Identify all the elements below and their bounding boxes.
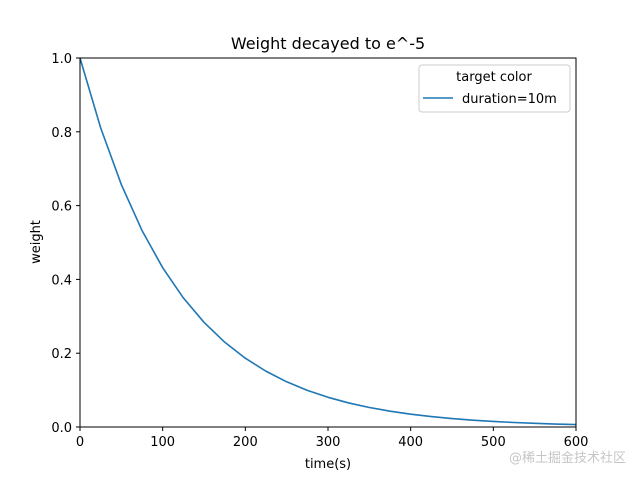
x-tick-label: 100 xyxy=(150,435,175,450)
legend-frame xyxy=(418,64,571,113)
y-tick-label: 0.8 xyxy=(51,126,72,141)
watermark: @稀土掘金技术社区 xyxy=(508,451,626,466)
legend-title: target color xyxy=(456,70,532,85)
chart-title: Weight decayed to e^-5 xyxy=(231,34,425,53)
x-tick-label: 300 xyxy=(316,435,341,450)
plot-frame xyxy=(79,57,577,428)
legend-entry-duration: duration=10m xyxy=(462,92,557,107)
y-tick-label: 0.2 xyxy=(51,347,72,362)
y-axis-label: weight xyxy=(29,220,44,264)
x-tick-label: 600 xyxy=(564,435,589,450)
plot-area: 0 100 200 300 400 500 600 0.0 0.2 0.4 0.6 0.8 1.0 xyxy=(51,52,588,450)
y-tick-label: 1.0 xyxy=(51,52,72,67)
series-line-0 xyxy=(79,57,577,426)
legend: target color duration=10m xyxy=(418,64,571,113)
x-axis-label: time(s) xyxy=(305,457,351,472)
x-tick-label: 500 xyxy=(481,435,506,450)
x-tick-label: 200 xyxy=(233,435,258,450)
x-tick-label: 400 xyxy=(398,435,423,450)
y-tick-label: 0.4 xyxy=(51,273,72,288)
x-tick-label: 0 xyxy=(76,435,84,450)
y-tick-label: 0.0 xyxy=(51,421,72,436)
y-tick-label: 0.6 xyxy=(51,200,72,215)
